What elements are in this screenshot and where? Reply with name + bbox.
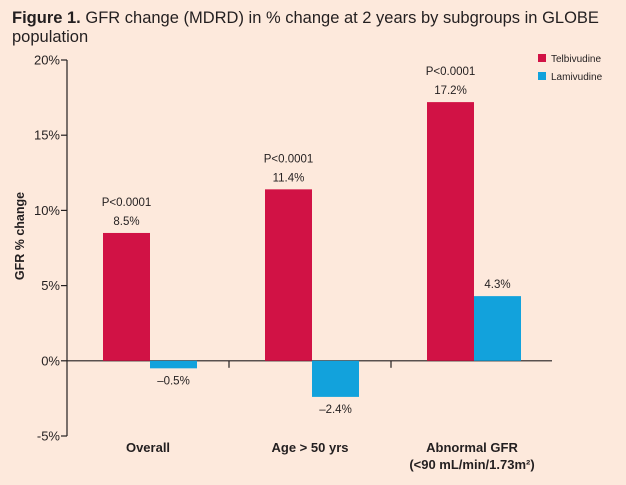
- bar-value-label: 17.2%: [434, 85, 467, 97]
- x-category-label: Abnormal GFR: [426, 440, 518, 455]
- bar-value-label: 4.3%: [484, 279, 510, 291]
- y-tick-label: -5%: [37, 429, 61, 444]
- y-tick-label: 15%: [34, 128, 60, 143]
- y-axis-label: GFR % change: [13, 192, 27, 280]
- bar-value-label: 8.5%: [113, 216, 139, 228]
- chart-title: Figure 1. GFR change (MDRD) in % change …: [12, 9, 612, 47]
- p-value-label: P<0.0001: [426, 66, 476, 78]
- x-category-label: Age > 50 yrs: [272, 440, 349, 455]
- bar-value-label: 11.4%: [273, 172, 305, 184]
- y-tick-label: 0%: [41, 353, 60, 368]
- y-tick-label: 5%: [41, 278, 60, 293]
- bar-telbivudine: [265, 189, 312, 361]
- bar-value-label: –0.5%: [157, 375, 190, 387]
- bar-telbivudine: [103, 232, 150, 361]
- bar-telbivudine: [427, 102, 474, 361]
- p-value-label: P<0.0001: [102, 197, 152, 209]
- bar-lamivudine: [312, 360, 359, 397]
- bar-lamivudine: [474, 296, 521, 361]
- p-value-label: P<0.0001: [264, 153, 314, 165]
- legend-swatch-lamivudine: [538, 72, 546, 80]
- bar-value-label: –2.4%: [319, 404, 352, 416]
- figure-caption: GFR change (MDRD) in % change at 2 years…: [12, 9, 599, 46]
- x-category-label: Overall: [126, 440, 170, 455]
- legend-label-lamivudine: Lamivudine: [551, 72, 603, 83]
- x-category-sublabel: (<90 mL/min/1.73m²): [409, 457, 534, 472]
- bar-lamivudine: [150, 360, 197, 369]
- legend-label-telbivudine: Telbivudine: [551, 54, 601, 65]
- figure-number: Figure 1.: [12, 9, 81, 27]
- y-tick-label: 10%: [34, 203, 60, 218]
- legend-swatch-telbivudine: [538, 54, 546, 62]
- y-tick-label: 20%: [34, 53, 60, 68]
